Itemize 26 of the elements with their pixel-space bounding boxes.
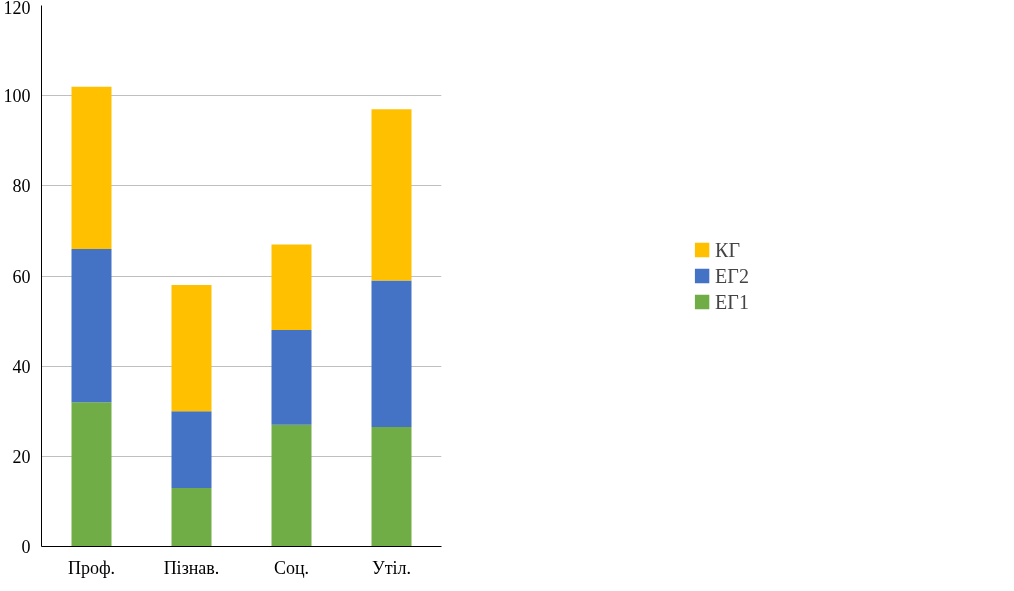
y-tick-label: 0 <box>21 537 31 557</box>
bar <box>171 285 212 412</box>
bar <box>271 424 312 547</box>
y-tick-label: 40 <box>12 356 31 377</box>
bar <box>371 109 412 281</box>
bar <box>71 402 112 547</box>
bar <box>71 248 112 403</box>
legend-label: ЕГ1 <box>715 290 749 313</box>
bar <box>171 487 212 547</box>
legend-label: ЕГ2 <box>715 264 749 287</box>
x-tick-label: Пізнав. <box>163 557 220 578</box>
x-tick-label: Соц. <box>273 557 310 578</box>
y-tick-label: 120 <box>3 0 31 18</box>
y-tick-label: 80 <box>12 176 31 197</box>
legend-label: КГ <box>715 238 741 261</box>
bar <box>271 244 312 331</box>
bar <box>271 330 312 425</box>
y-tick-label: 100 <box>3 86 31 107</box>
bar <box>171 411 212 488</box>
bar <box>371 280 412 428</box>
y-tick-label: 20 <box>12 446 31 467</box>
y-tick-label: 60 <box>12 266 31 287</box>
bar <box>71 86 112 249</box>
bar <box>371 427 412 547</box>
x-tick-label: Проф. <box>67 557 116 578</box>
x-tick-label: Утіл. <box>371 557 412 578</box>
